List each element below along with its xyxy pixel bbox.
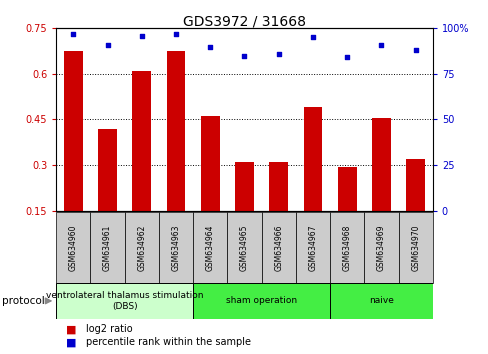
Bar [337, 167, 356, 211]
Text: GSM634970: GSM634970 [410, 224, 419, 271]
Bar [364, 212, 398, 283]
Bar [329, 283, 432, 319]
Text: ventrolateral thalamus stimulation
(DBS): ventrolateral thalamus stimulation (DBS) [46, 291, 203, 310]
Bar [269, 162, 287, 211]
Bar [227, 212, 261, 283]
Bar [406, 159, 424, 211]
Text: GSM634967: GSM634967 [308, 224, 317, 271]
Point [138, 33, 145, 39]
Text: GSM634961: GSM634961 [103, 224, 112, 271]
Bar [261, 212, 295, 283]
Point [308, 35, 316, 40]
Bar [166, 51, 185, 211]
Bar [90, 212, 124, 283]
Bar [56, 212, 90, 283]
Text: GDS3972 / 31668: GDS3972 / 31668 [183, 14, 305, 28]
Bar [201, 116, 219, 211]
Text: ■: ■ [66, 337, 76, 347]
Text: naive: naive [368, 296, 393, 306]
Point [206, 44, 214, 49]
Bar [124, 212, 159, 283]
Text: GSM634965: GSM634965 [240, 224, 248, 271]
Text: ■: ■ [66, 324, 76, 334]
Bar [398, 212, 432, 283]
Bar [303, 107, 322, 211]
Text: GSM634964: GSM634964 [205, 224, 214, 271]
Text: GSM634960: GSM634960 [69, 224, 78, 271]
Text: percentile rank within the sample: percentile rank within the sample [85, 337, 250, 347]
Text: protocol: protocol [2, 296, 45, 306]
Point [343, 55, 350, 60]
Bar [98, 129, 117, 211]
Bar [159, 212, 193, 283]
Text: GSM634966: GSM634966 [274, 224, 283, 271]
Text: sham operation: sham operation [225, 296, 297, 306]
Point [377, 42, 385, 47]
Bar [132, 71, 151, 211]
Text: GSM634963: GSM634963 [171, 224, 180, 271]
Text: GSM634968: GSM634968 [342, 224, 351, 271]
Bar [371, 118, 390, 211]
Point [411, 47, 419, 53]
Text: log2 ratio: log2 ratio [85, 324, 132, 334]
Point [274, 51, 282, 57]
Bar [64, 51, 82, 211]
Bar [235, 162, 253, 211]
Bar [295, 212, 329, 283]
Bar [193, 212, 227, 283]
Text: GSM634962: GSM634962 [137, 224, 146, 271]
Bar [56, 283, 193, 319]
Point [69, 31, 77, 36]
Point [103, 42, 111, 47]
Point [172, 31, 180, 36]
Bar [193, 283, 329, 319]
Point [240, 53, 248, 58]
Bar [329, 212, 364, 283]
Text: GSM634969: GSM634969 [376, 224, 385, 271]
